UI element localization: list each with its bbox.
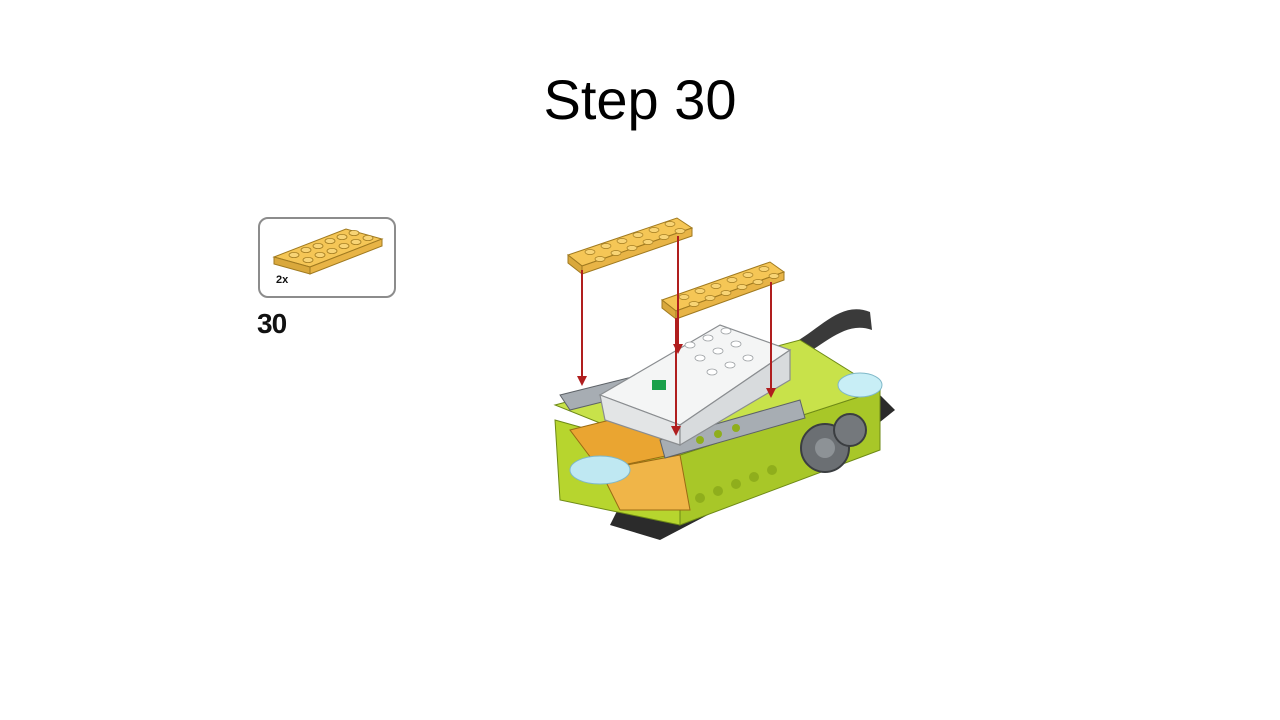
hub-led xyxy=(652,380,666,390)
trans-blue-left xyxy=(569,455,631,485)
model-illustration xyxy=(553,217,895,540)
yellow-plate-top-right xyxy=(660,261,786,321)
parts-callout: 2x xyxy=(258,217,396,298)
smart-hub-side xyxy=(679,348,791,447)
gear-small xyxy=(833,413,867,447)
beam-holes xyxy=(695,424,777,503)
part-quantity: 2x xyxy=(276,274,289,286)
yellow-plate-top-left xyxy=(566,217,694,276)
trans-blue-right xyxy=(837,372,883,398)
step-number: 30 xyxy=(257,308,287,339)
hub-studs xyxy=(684,327,754,376)
slide-title: Step 30 xyxy=(543,68,737,131)
placement-arrows xyxy=(577,236,776,436)
yellow-plate-icon xyxy=(272,228,384,275)
gear-hub xyxy=(815,438,835,458)
